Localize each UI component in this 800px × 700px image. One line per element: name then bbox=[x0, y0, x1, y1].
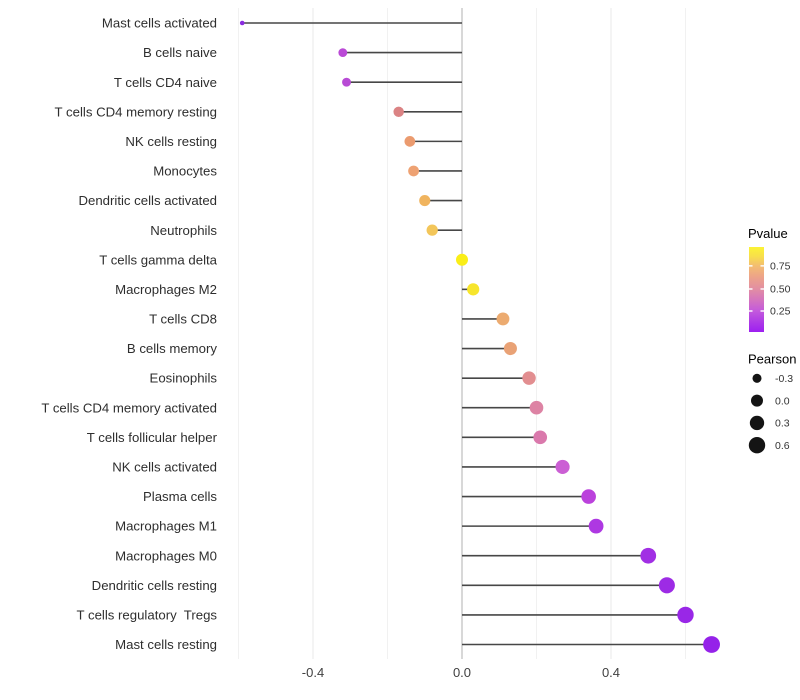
y-axis-label: Mast cells activated bbox=[102, 16, 217, 31]
pvalue-tick-label: 0.50 bbox=[770, 283, 791, 295]
y-axis-label: Neutrophils bbox=[150, 223, 217, 238]
pearson-dot bbox=[581, 489, 596, 504]
y-axis-label: Macrophages M2 bbox=[115, 282, 217, 297]
y-axis-label: Plasma cells bbox=[143, 489, 217, 504]
pearson-dot bbox=[533, 430, 548, 445]
pearson-dot bbox=[522, 371, 536, 385]
pearson-legend-dot bbox=[752, 373, 762, 383]
gridlines bbox=[238, 8, 686, 659]
legend-pearson: Pearson -0.3 0.0 0.3 0.6 bbox=[748, 352, 796, 454]
pearson-legend-dot bbox=[748, 437, 766, 454]
y-axis-label: T cells CD4 naive bbox=[114, 75, 217, 90]
pearson-dot bbox=[503, 342, 517, 356]
pearson-dot bbox=[419, 195, 431, 207]
pearson-legend-label: 0.3 bbox=[775, 418, 790, 430]
pearson-dot bbox=[426, 224, 438, 236]
lollipop-series bbox=[239, 20, 720, 653]
y-axis-label: B cells naive bbox=[143, 45, 217, 60]
y-axis-label: Monocytes bbox=[153, 164, 217, 179]
y-axis-label: Macrophages M1 bbox=[115, 519, 217, 534]
y-axis-label: T cells CD4 memory activated bbox=[41, 400, 217, 415]
pearson-dot bbox=[239, 20, 245, 26]
pearson-dot bbox=[456, 253, 468, 266]
pvalue-tick-label: 0.75 bbox=[770, 260, 791, 272]
x-axis-tick-label: 0.4 bbox=[602, 665, 620, 680]
pearson-dot bbox=[640, 547, 657, 564]
y-axis-label: T cells gamma delta bbox=[99, 252, 217, 267]
y-axis-label: Eosinophils bbox=[150, 371, 218, 386]
pearson-dot bbox=[703, 636, 720, 653]
pearson-legend-label: -0.3 bbox=[775, 373, 793, 385]
pearson-dot bbox=[393, 106, 404, 117]
y-axis-label: T cells follicular helper bbox=[87, 430, 218, 445]
x-axis-tick-label: -0.4 bbox=[302, 665, 324, 680]
y-axis-label: Dendritic cells resting bbox=[92, 578, 217, 593]
pearson-dot bbox=[677, 606, 694, 624]
pearson-dot bbox=[408, 165, 419, 177]
pvalue-legend-title: Pvalue bbox=[748, 226, 788, 241]
pearson-size-legend-items: -0.3 0.0 0.3 0.6 bbox=[748, 373, 793, 454]
y-axis-label: NK cells activated bbox=[112, 460, 217, 475]
y-axis-labels: Mast cells activated B cells naive T cells… bbox=[41, 16, 217, 652]
pearson-legend-label: 0.6 bbox=[775, 440, 790, 452]
x-axis-tick-label: 0.0 bbox=[453, 665, 471, 680]
pearson-dot bbox=[404, 136, 416, 147]
pearson-dot bbox=[658, 577, 675, 594]
y-axis-label: Mast cells resting bbox=[115, 637, 217, 652]
y-axis-label: Macrophages M0 bbox=[115, 548, 217, 563]
pvalue-colorbar bbox=[749, 247, 764, 332]
pvalue-tick-label: 0.25 bbox=[770, 306, 791, 318]
pearson-dot bbox=[467, 283, 480, 296]
pearson-dot bbox=[342, 77, 351, 87]
pearson-dot bbox=[338, 48, 348, 57]
pearson-legend-label: 0.0 bbox=[775, 395, 790, 407]
y-axis-label: T cells CD4 memory resting bbox=[55, 104, 217, 119]
pearson-dot bbox=[529, 400, 544, 415]
pearson-legend-dot bbox=[751, 394, 763, 407]
y-axis-label: B cells memory bbox=[127, 341, 218, 356]
y-axis-label: Dendritic cells activated bbox=[78, 193, 217, 208]
pearson-dot bbox=[496, 312, 510, 326]
y-axis-label: T cells regulatory Tregs bbox=[77, 608, 218, 623]
y-axis-label: NK cells resting bbox=[125, 134, 217, 149]
x-axis-tick-labels: -0.4 0.0 0.4 bbox=[302, 665, 620, 680]
pearson-legend-dot bbox=[749, 415, 765, 431]
pearson-dot bbox=[588, 518, 604, 534]
y-axis-label: T cells CD8 bbox=[149, 312, 217, 327]
pearson-legend-title: Pearson bbox=[748, 352, 796, 367]
legend-pvalue: Pvalue 0.75 0.50 0.25 bbox=[748, 226, 791, 332]
pvalue-colorbar-ticks: 0.75 0.50 0.25 bbox=[749, 260, 791, 318]
pearson-dot bbox=[555, 459, 570, 474]
